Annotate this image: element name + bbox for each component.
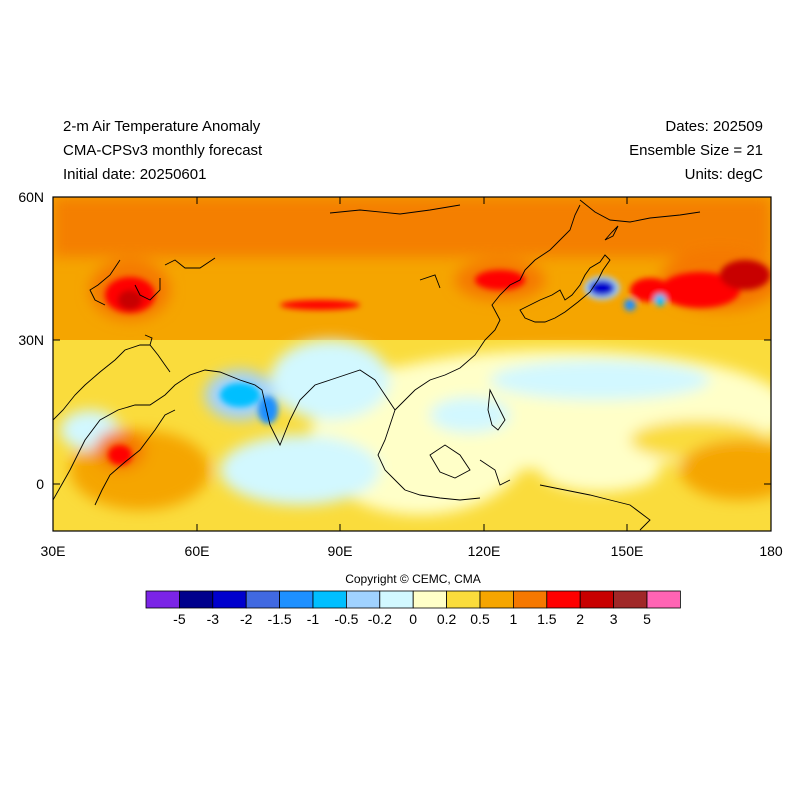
x-tick-180: 180 bbox=[759, 543, 783, 559]
colorbar-label: -0.5 bbox=[334, 611, 358, 627]
colorbar-label: 5 bbox=[643, 611, 651, 627]
map-frame bbox=[52, 196, 772, 532]
colorbar-swatch bbox=[412, 590, 448, 609]
colorbar-label: -5 bbox=[173, 611, 186, 627]
dates-text: Dates: 202509 bbox=[665, 118, 763, 135]
colorbar-swatch bbox=[312, 590, 347, 609]
x-tick-90e: 90E bbox=[328, 543, 353, 559]
colorbar-label: 0.2 bbox=[437, 611, 457, 627]
colorbar-label: 1.5 bbox=[537, 611, 557, 627]
title-line-2: CMA-CPSv3 monthly forecast bbox=[63, 142, 263, 159]
colorbar-swatch bbox=[513, 590, 548, 609]
colorbar-swatch bbox=[446, 590, 481, 609]
axis-ticks bbox=[52, 196, 772, 531]
colorbar-label: -1.5 bbox=[268, 611, 292, 627]
title-line-1: 2-m Air Temperature Anomaly bbox=[63, 118, 261, 135]
colorbar-label: -0.2 bbox=[368, 611, 392, 627]
colorbar-swatch bbox=[579, 590, 615, 609]
colorbar-swatch bbox=[646, 590, 681, 609]
title-line-3: Initial date: 20250601 bbox=[63, 166, 207, 183]
y-tick-30n: 30N bbox=[18, 332, 44, 348]
colorbar-label: 2 bbox=[576, 611, 584, 627]
colorbar-label: 0.5 bbox=[470, 611, 490, 627]
colorbar bbox=[145, 590, 681, 609]
y-tick-0: 0 bbox=[36, 476, 44, 492]
colorbar-label: 3 bbox=[610, 611, 618, 627]
colorbar-labels: -5 -3 -2 -1.5 -1 -0.5 -0.2 0 0.2 0.5 1 1.5 2 3 5 bbox=[173, 611, 651, 627]
colorbar-swatch bbox=[345, 590, 381, 609]
units-text: Units: degC bbox=[684, 166, 763, 183]
copyright-text: Copyright © CEMC, CMA bbox=[345, 572, 481, 586]
anomaly-field bbox=[53, 197, 771, 531]
colorbar-label: 1 bbox=[510, 611, 518, 627]
colorbar-swatch bbox=[245, 590, 280, 609]
coastlines bbox=[53, 199, 701, 531]
colorbar-label: -3 bbox=[207, 611, 220, 627]
colorbar-swatch bbox=[212, 590, 247, 609]
colorbar-label: 0 bbox=[409, 611, 417, 627]
x-tick-150e: 150E bbox=[611, 543, 644, 559]
colorbar-label: -2 bbox=[240, 611, 253, 627]
x-tick-60e: 60E bbox=[185, 543, 210, 559]
ensemble-size-text: Ensemble Size = 21 bbox=[629, 142, 763, 159]
colorbar-swatch bbox=[279, 590, 314, 609]
colorbar-swatch bbox=[178, 590, 214, 609]
x-tick-120e: 120E bbox=[468, 543, 501, 559]
colorbar-swatch bbox=[479, 590, 514, 609]
colorbar-swatch bbox=[546, 590, 581, 609]
colorbar-swatch bbox=[145, 590, 180, 609]
x-tick-30e: 30E bbox=[41, 543, 66, 559]
colorbar-swatch bbox=[613, 590, 648, 609]
colorbar-swatch bbox=[379, 590, 414, 609]
colorbar-label: -1 bbox=[307, 611, 320, 627]
y-tick-60n: 60N bbox=[18, 189, 44, 205]
